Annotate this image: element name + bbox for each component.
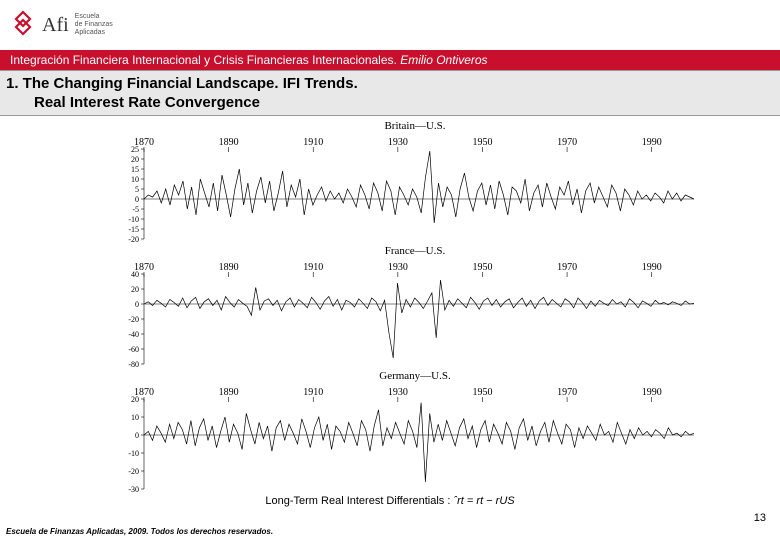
svg-text:1970: 1970 bbox=[557, 262, 577, 273]
chart-svg: 1870189019101930195019701990-30-20-10010… bbox=[110, 383, 700, 493]
svg-text:-40: -40 bbox=[128, 330, 139, 339]
chart-title: Britain—U.S. bbox=[110, 120, 720, 132]
svg-text:-60: -60 bbox=[128, 345, 139, 354]
section-header: 1. The Changing Financial Landscape. IFI… bbox=[0, 70, 780, 116]
chart-panel: Britain—U.S.1870189019101930195019701990… bbox=[110, 120, 720, 243]
svg-text:1990: 1990 bbox=[642, 262, 662, 273]
caption-prefix: Long-Term Real Interest Differentials : bbox=[265, 495, 453, 507]
svg-text:1930: 1930 bbox=[388, 137, 408, 148]
course-bar: Integración Financiera Internacional y C… bbox=[0, 50, 780, 70]
svg-text:0: 0 bbox=[135, 195, 139, 204]
figure-caption: Long-Term Real Interest Differentials : … bbox=[0, 495, 780, 507]
course-author: Emilio Ontiveros bbox=[400, 53, 487, 67]
svg-text:-20: -20 bbox=[128, 235, 139, 243]
chart-panel: Germany—U.S.1870189019101930195019701990… bbox=[110, 370, 720, 493]
svg-text:10: 10 bbox=[131, 175, 139, 184]
svg-text:1890: 1890 bbox=[219, 262, 239, 273]
charts-container: Britain—U.S.1870189019101930195019701990… bbox=[0, 116, 780, 493]
svg-text:-20: -20 bbox=[128, 315, 139, 324]
svg-text:0: 0 bbox=[135, 431, 139, 440]
svg-text:1970: 1970 bbox=[557, 137, 577, 148]
svg-text:1970: 1970 bbox=[557, 387, 577, 398]
brand-name: Afi bbox=[42, 14, 69, 37]
course-title: Integración Financiera Internacional y C… bbox=[10, 53, 397, 67]
svg-text:5: 5 bbox=[135, 185, 139, 194]
svg-text:-80: -80 bbox=[128, 360, 139, 368]
copyright-footer: Escuela de Finanzas Aplicadas, 2009. Tod… bbox=[6, 527, 273, 536]
svg-text:1930: 1930 bbox=[388, 387, 408, 398]
svg-text:-10: -10 bbox=[128, 215, 139, 224]
svg-text:1890: 1890 bbox=[219, 387, 239, 398]
section-subtitle: Real Interest Rate Convergence bbox=[6, 94, 774, 111]
svg-text:1910: 1910 bbox=[303, 262, 323, 273]
svg-text:-30: -30 bbox=[128, 485, 139, 493]
brand-subtext: Escuela de Finanzas Aplicadas bbox=[75, 13, 113, 36]
svg-text:0: 0 bbox=[135, 300, 139, 309]
svg-text:1950: 1950 bbox=[472, 387, 492, 398]
svg-text:40: 40 bbox=[131, 270, 139, 279]
svg-text:-20: -20 bbox=[128, 467, 139, 476]
chart-panel: France—U.S.1870189019101930195019701990-… bbox=[110, 245, 720, 368]
svg-text:20: 20 bbox=[131, 285, 139, 294]
afi-logo-icon bbox=[12, 10, 34, 40]
svg-text:1930: 1930 bbox=[388, 262, 408, 273]
chart-title: Germany—U.S. bbox=[110, 370, 720, 382]
svg-text:20: 20 bbox=[131, 395, 139, 404]
header: Afi Escuela de Finanzas Aplicadas bbox=[0, 0, 780, 50]
chart-svg: 1870189019101930195019701990-20-15-10-50… bbox=[110, 133, 700, 243]
svg-text:20: 20 bbox=[131, 155, 139, 164]
svg-text:1990: 1990 bbox=[642, 387, 662, 398]
svg-text:1950: 1950 bbox=[472, 137, 492, 148]
svg-text:1990: 1990 bbox=[642, 137, 662, 148]
section-title: 1. The Changing Financial Landscape. IFI… bbox=[6, 75, 774, 92]
svg-text:-5: -5 bbox=[132, 205, 139, 214]
chart-svg: 1870189019101930195019701990-80-60-40-20… bbox=[110, 258, 700, 368]
brand-text-group: Afi Escuela de Finanzas Aplicadas bbox=[42, 13, 113, 36]
caption-formula: ˆrt = rt − rUS bbox=[453, 495, 514, 507]
svg-text:-10: -10 bbox=[128, 449, 139, 458]
svg-text:1910: 1910 bbox=[303, 387, 323, 398]
svg-text:-15: -15 bbox=[128, 225, 139, 234]
chart-title: France—U.S. bbox=[110, 245, 720, 257]
svg-text:1950: 1950 bbox=[472, 262, 492, 273]
svg-text:1890: 1890 bbox=[219, 137, 239, 148]
svg-text:25: 25 bbox=[131, 145, 139, 154]
page-number: 13 bbox=[754, 512, 766, 524]
svg-text:1910: 1910 bbox=[303, 137, 323, 148]
svg-text:15: 15 bbox=[131, 165, 139, 174]
svg-text:10: 10 bbox=[131, 413, 139, 422]
